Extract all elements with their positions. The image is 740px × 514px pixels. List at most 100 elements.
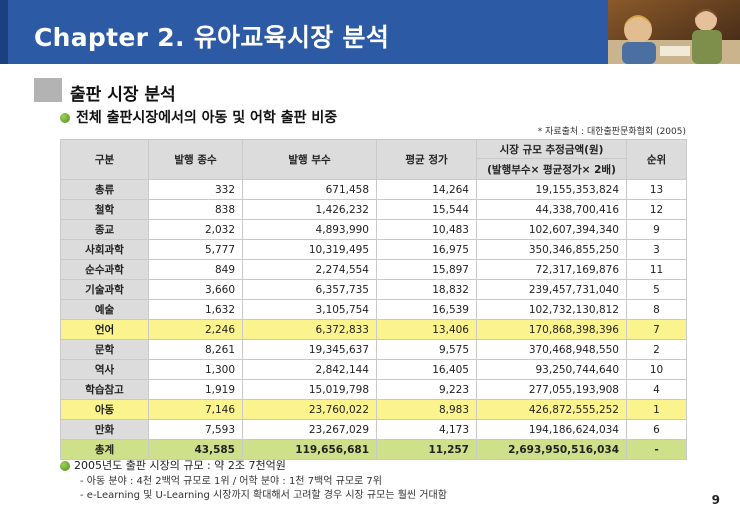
row-market-size: 350,346,855,250 bbox=[476, 239, 627, 260]
table-row: 아동 7,146 23,760,022 8,983 426,872,555,252 1 bbox=[60, 399, 687, 420]
row-rank: 11 bbox=[626, 259, 687, 280]
row-avg-price: 15,544 bbox=[376, 199, 477, 220]
row-rank: 10 bbox=[626, 359, 687, 380]
row-market-size: 102,732,130,812 bbox=[476, 299, 627, 320]
row-market-size: 239,457,731,040 bbox=[476, 279, 627, 300]
row-rank: 8 bbox=[626, 299, 687, 320]
table-body: 총류 332 671,458 14,264 19,155,353,824 13 철학 838 1… bbox=[60, 179, 687, 460]
row-copies: 23,267,029 bbox=[242, 419, 377, 440]
row-market-size: 426,872,555,252 bbox=[476, 399, 627, 420]
table-row: 기술과학 3,660 6,357,735 18,832 239,457,731,040 5 bbox=[60, 279, 687, 300]
row-titles: 1,919 bbox=[148, 379, 243, 400]
header-copies: 발행 부수 bbox=[242, 139, 377, 180]
row-copies: 6,372,833 bbox=[242, 319, 377, 340]
section-title: 출판 시장 분석 bbox=[70, 85, 176, 105]
row-copies: 2,274,554 bbox=[242, 259, 377, 280]
row-rank: 13 bbox=[626, 179, 687, 200]
row-copies: 119,656,681 bbox=[242, 439, 377, 460]
row-titles: 332 bbox=[148, 179, 243, 200]
row-titles: 849 bbox=[148, 259, 243, 280]
subsection-title: 전체 출판시장에서의 아동 및 어학 출판 비중 bbox=[76, 110, 338, 126]
table-row: 학습참고 1,919 15,019,798 9,223 277,055,193,908 4 bbox=[60, 379, 687, 400]
row-market-size: 93,250,744,640 bbox=[476, 359, 627, 380]
row-copies: 1,426,232 bbox=[242, 199, 377, 220]
row-rank: 5 bbox=[626, 279, 687, 300]
row-copies: 10,319,495 bbox=[242, 239, 377, 260]
row-avg-price: 8,983 bbox=[376, 399, 477, 420]
table-row: 종교 2,032 4,893,990 10,483 102,607,394,340 9 bbox=[60, 219, 687, 240]
row-category: 문학 bbox=[60, 339, 149, 360]
table-row: 예술 1,632 3,105,754 16,539 102,732,130,812 8 bbox=[60, 299, 687, 320]
page-number: 9 bbox=[711, 493, 720, 507]
row-avg-price: 16,405 bbox=[376, 359, 477, 380]
row-market-size: 277,055,193,908 bbox=[476, 379, 627, 400]
header-titles: 발행 종수 bbox=[148, 139, 243, 180]
row-category: 철학 bbox=[60, 199, 149, 220]
row-rank: 12 bbox=[626, 199, 687, 220]
row-copies: 19,345,637 bbox=[242, 339, 377, 360]
row-avg-price: 13,406 bbox=[376, 319, 477, 340]
row-category: 총계 bbox=[60, 439, 149, 460]
section-marker-square bbox=[34, 78, 62, 102]
table-row: 총류 332 671,458 14,264 19,155,353,824 13 bbox=[60, 179, 687, 200]
table-row: 사회과학 5,777 10,319,495 16,975 350,346,855,250… bbox=[60, 239, 687, 260]
table-row: 역사 1,300 2,842,144 16,405 93,250,744,640 10 bbox=[60, 359, 687, 380]
header-market-formula: (발행부수× 평균정가× 2배) bbox=[476, 158, 627, 180]
row-category: 아동 bbox=[60, 399, 149, 420]
row-titles: 3,660 bbox=[148, 279, 243, 300]
row-titles: 838 bbox=[148, 199, 243, 220]
row-avg-price: 4,173 bbox=[376, 419, 477, 440]
row-market-size: 170,868,398,396 bbox=[476, 319, 627, 340]
green-bullet-icon bbox=[60, 461, 70, 471]
header-rank: 순위 bbox=[626, 139, 687, 180]
row-market-size: 102,607,394,340 bbox=[476, 219, 627, 240]
header-avg-price: 평균 정가 bbox=[376, 139, 477, 180]
publishing-market-table: 구분 발행 종수 발행 부수 평균 정가 시장 규모 추정금액(원) 순위 (발… bbox=[60, 139, 687, 460]
row-rank: 6 bbox=[626, 419, 687, 440]
header-photo-children bbox=[608, 0, 740, 64]
green-bullet-icon bbox=[60, 113, 70, 123]
header-market-size: 시장 규모 추정금액(원) bbox=[476, 139, 627, 159]
row-avg-price: 18,832 bbox=[376, 279, 477, 300]
row-category: 학습참고 bbox=[60, 379, 149, 400]
row-copies: 2,842,144 bbox=[242, 359, 377, 380]
row-category: 총류 bbox=[60, 179, 149, 200]
row-market-size: 370,468,948,550 bbox=[476, 339, 627, 360]
row-copies: 671,458 bbox=[242, 179, 377, 200]
row-avg-price: 11,257 bbox=[376, 439, 477, 460]
row-category: 기술과학 bbox=[60, 279, 149, 300]
row-rank: 9 bbox=[626, 219, 687, 240]
row-category: 만화 bbox=[60, 419, 149, 440]
table-row: 철학 838 1,426,232 15,544 44,338,700,416 12 bbox=[60, 199, 687, 220]
row-rank: 7 bbox=[626, 319, 687, 340]
row-titles: 5,777 bbox=[148, 239, 243, 260]
row-category: 언어 bbox=[60, 319, 149, 340]
table-row: 순수과학 849 2,274,554 15,897 72,317,169,876 11 bbox=[60, 259, 687, 280]
row-copies: 6,357,735 bbox=[242, 279, 377, 300]
row-market-size: 44,338,700,416 bbox=[476, 199, 627, 220]
row-copies: 15,019,798 bbox=[242, 379, 377, 400]
row-category: 사회과학 bbox=[60, 239, 149, 260]
chapter-title: Chapter 2. 유아교육시장 분석 bbox=[34, 23, 390, 52]
row-avg-price: 15,897 bbox=[376, 259, 477, 280]
row-titles: 2,246 bbox=[148, 319, 243, 340]
row-market-size: 19,155,353,824 bbox=[476, 179, 627, 200]
row-avg-price: 16,975 bbox=[376, 239, 477, 260]
row-rank: 2 bbox=[626, 339, 687, 360]
row-titles: 7,593 bbox=[148, 419, 243, 440]
row-titles: 7,146 bbox=[148, 399, 243, 420]
slide-header: Chapter 2. 유아교육시장 분석 bbox=[0, 0, 740, 64]
row-avg-price: 9,575 bbox=[376, 339, 477, 360]
note-market-size: 2005년도 출판 시장의 규모 : 약 2조 7천억원 bbox=[74, 459, 286, 472]
row-titles: 43,585 bbox=[148, 439, 243, 460]
row-category: 예술 bbox=[60, 299, 149, 320]
source-note: * 자료출처 : 대한출판문화협회 (2005) bbox=[537, 127, 686, 137]
row-copies: 3,105,754 bbox=[242, 299, 377, 320]
row-avg-price: 14,264 bbox=[376, 179, 477, 200]
note-line-elearning: - e-Learning 및 U-Learning 시장까지 확대해서 고려할 … bbox=[80, 490, 447, 501]
row-copies: 23,760,022 bbox=[242, 399, 377, 420]
row-market-size: 2,693,950,516,034 bbox=[476, 439, 627, 460]
row-category: 역사 bbox=[60, 359, 149, 380]
row-avg-price: 10,483 bbox=[376, 219, 477, 240]
row-titles: 8,261 bbox=[148, 339, 243, 360]
